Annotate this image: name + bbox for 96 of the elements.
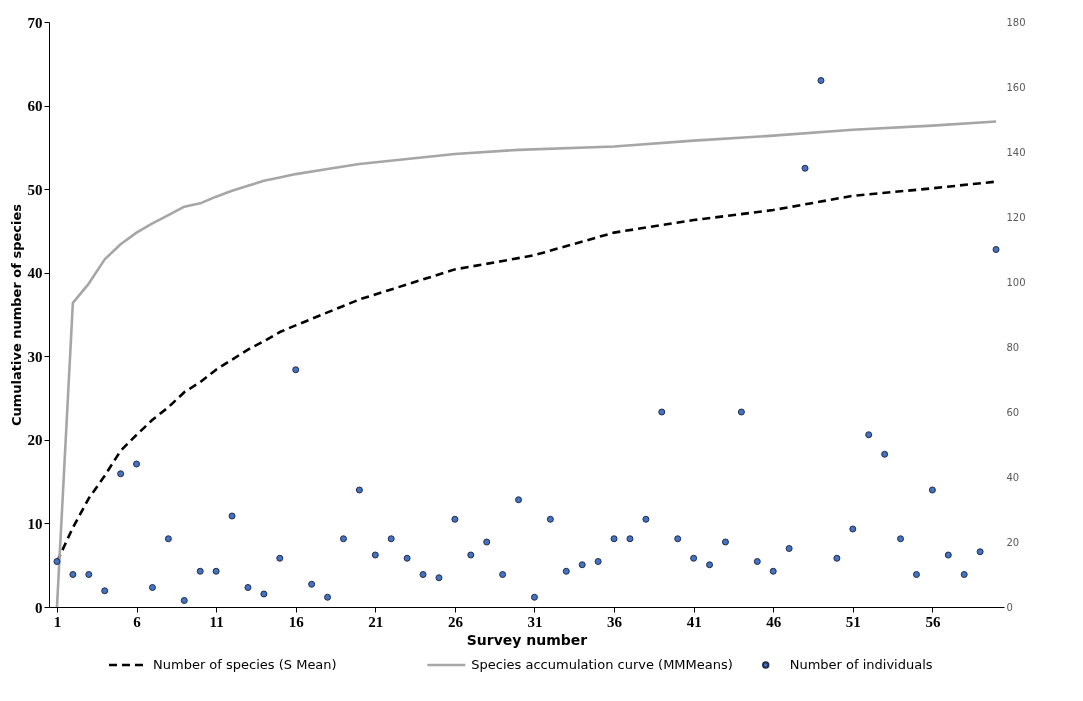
point: [228, 512, 236, 520]
y2-tick-label: 80: [1006, 341, 1020, 353]
x-tick-label: 56: [925, 613, 941, 630]
point: [371, 551, 379, 559]
point: [499, 571, 507, 578]
point: [674, 535, 682, 543]
point: [244, 584, 252, 591]
point: [737, 408, 745, 416]
x-tick-label: 41: [686, 613, 702, 630]
point: [976, 548, 984, 556]
point: [610, 535, 618, 543]
y-tick-label: 0: [35, 599, 43, 616]
point: [769, 567, 777, 575]
y2-tick-label: 160: [1006, 81, 1026, 93]
point: [992, 246, 1000, 253]
point: [594, 558, 602, 565]
point: [706, 561, 714, 569]
point: [642, 515, 650, 523]
point: [148, 584, 156, 591]
y-tick-label: 10: [27, 515, 43, 532]
point: [690, 554, 698, 562]
point: [324, 593, 332, 601]
y2-tick-label: 40: [1006, 471, 1020, 483]
y2-tick-label: 0: [1006, 601, 1013, 613]
point: [467, 551, 475, 559]
point: [960, 571, 968, 578]
point: [180, 597, 188, 604]
point: [483, 538, 491, 546]
point: [578, 561, 586, 569]
y-tick-label: 50: [27, 181, 43, 198]
x-tick-label: 51: [845, 613, 861, 630]
x-tick-label: 21: [368, 613, 384, 630]
x-tick-label: 1: [53, 613, 62, 630]
point: [212, 567, 220, 575]
point: [721, 538, 729, 546]
y2-tick-label: 120: [1006, 211, 1026, 223]
legend-label: Number of species (S Mean): [153, 657, 337, 672]
x-axis-title: Survey number: [466, 631, 588, 648]
point: [801, 164, 809, 172]
point: [451, 515, 459, 523]
point: [658, 408, 666, 416]
point: [944, 551, 952, 559]
point: [260, 590, 268, 598]
point: [833, 554, 841, 562]
point: [53, 558, 61, 565]
x-tick-label: 16: [288, 613, 305, 630]
y2-tick-label: 100: [1006, 276, 1026, 288]
x-tick-label: 11: [209, 613, 224, 630]
point: [387, 535, 395, 543]
point: [626, 535, 634, 543]
y-tick-label: 30: [27, 348, 43, 365]
y2-tick-label: 140: [1006, 146, 1026, 158]
point: [276, 554, 284, 562]
legend-label: Species accumulation curve (MMMeans): [471, 657, 733, 672]
y-tick-label: 20: [27, 432, 43, 449]
point: [69, 571, 77, 578]
point: [785, 545, 793, 552]
point: [530, 593, 538, 601]
point: [546, 515, 554, 523]
point: [101, 587, 109, 595]
line-series: [55, 120, 998, 609]
point: [339, 535, 347, 543]
point: [849, 525, 857, 533]
point: [881, 450, 889, 458]
point: [419, 571, 427, 578]
y-tick-label: 70: [27, 14, 43, 31]
point: [753, 558, 761, 565]
point: [515, 496, 523, 504]
point: [897, 535, 905, 543]
x-tick-label: 46: [766, 613, 782, 630]
y2-tick-label: 60: [1006, 406, 1020, 418]
point: [308, 580, 316, 588]
y2-tick-label: 20: [1006, 536, 1020, 548]
point: [865, 431, 873, 439]
point: [164, 535, 172, 543]
point: [133, 460, 141, 468]
x-tick-label: 26: [447, 613, 464, 630]
point: [196, 567, 204, 575]
point: [912, 571, 920, 578]
point: [117, 470, 125, 478]
y-tick-label: 60: [27, 98, 43, 115]
y-tick-label: 40: [27, 265, 43, 282]
point: [403, 554, 411, 562]
point: [562, 567, 570, 575]
point: [817, 77, 825, 84]
x-tick-label: 6: [133, 613, 142, 630]
point: [85, 571, 93, 578]
point: [435, 574, 443, 582]
point: [292, 366, 300, 374]
x-tick-label: 31: [527, 613, 543, 630]
y2-tick-label: 180: [1006, 16, 1026, 28]
y-axis-title: Cumulative number of species: [8, 203, 24, 427]
point: [928, 486, 936, 494]
x-tick-label: 36: [607, 613, 623, 630]
legend-label: Number of individuals: [789, 657, 933, 672]
point: [355, 486, 363, 494]
